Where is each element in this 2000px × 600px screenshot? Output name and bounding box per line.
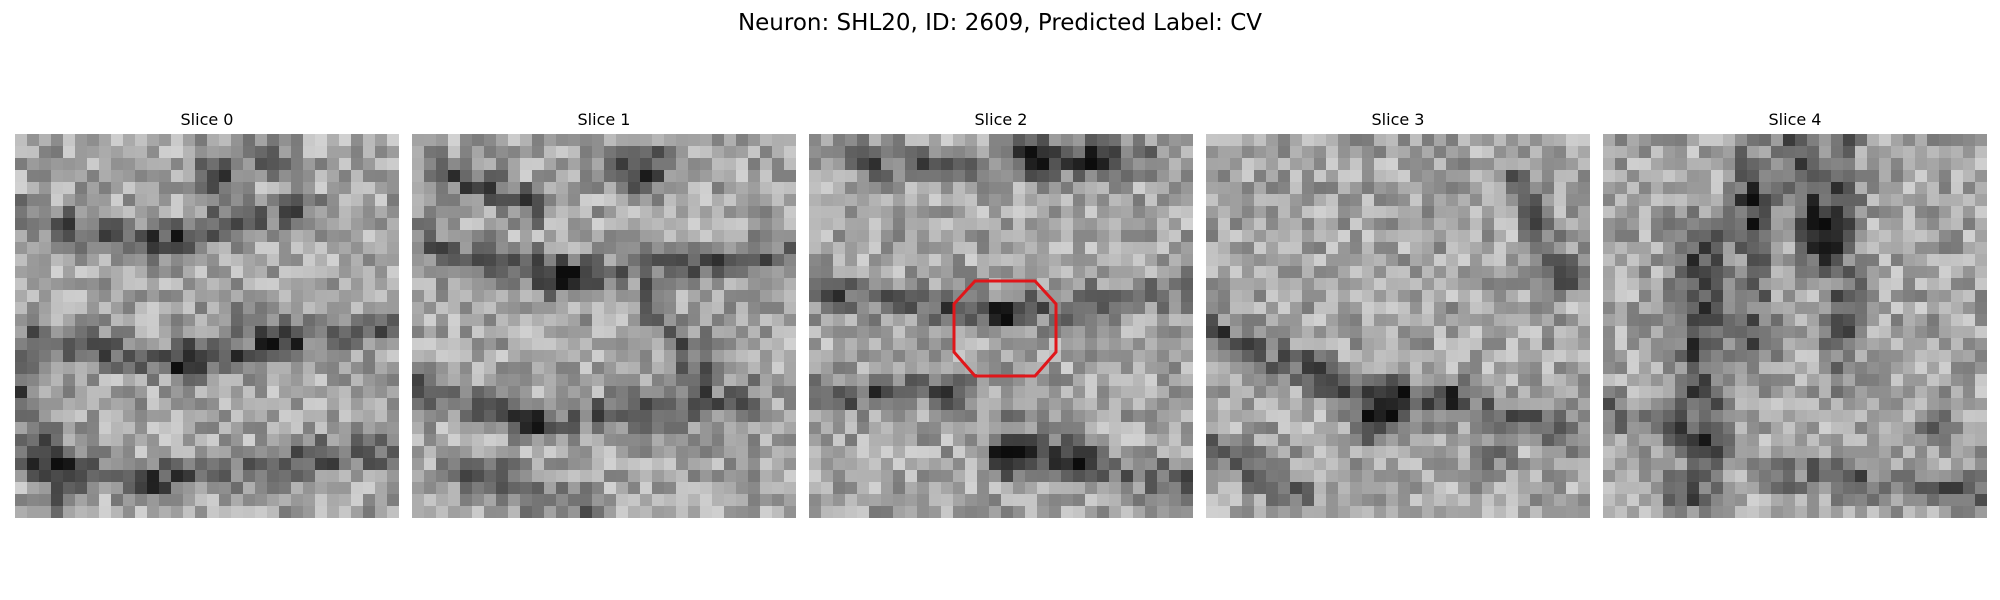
slice-canvas-2 (809, 134, 1193, 518)
slice-canvas-1 (412, 134, 796, 518)
slice-panel-2: Slice 2 (809, 108, 1193, 518)
slice-image-3 (1206, 134, 1590, 518)
figure-title: Neuron: SHL20, ID: 2609, Predicted Label… (737, 10, 1263, 36)
slice-image-4 (1603, 134, 1987, 518)
slice-panel-1: Slice 1 (412, 108, 796, 518)
slice-image-1 (412, 134, 796, 518)
slice-title-2: Slice 2 (974, 110, 1028, 129)
slice-panel-3: Slice 3 (1206, 108, 1590, 518)
slice-canvas-3 (1206, 134, 1590, 518)
slice-canvas-0 (15, 134, 399, 518)
slice-panel-4: Slice 4 (1603, 108, 1987, 518)
slice-panel-0: Slice 0 (15, 108, 399, 518)
slice-canvas-4 (1603, 134, 1987, 518)
slice-image-2 (809, 134, 1193, 518)
slice-title-4: Slice 4 (1768, 110, 1822, 129)
slice-title-1: Slice 1 (577, 110, 631, 129)
slice-title-0: Slice 0 (180, 110, 234, 129)
slice-image-0 (15, 134, 399, 518)
slice-title-3: Slice 3 (1371, 110, 1425, 129)
